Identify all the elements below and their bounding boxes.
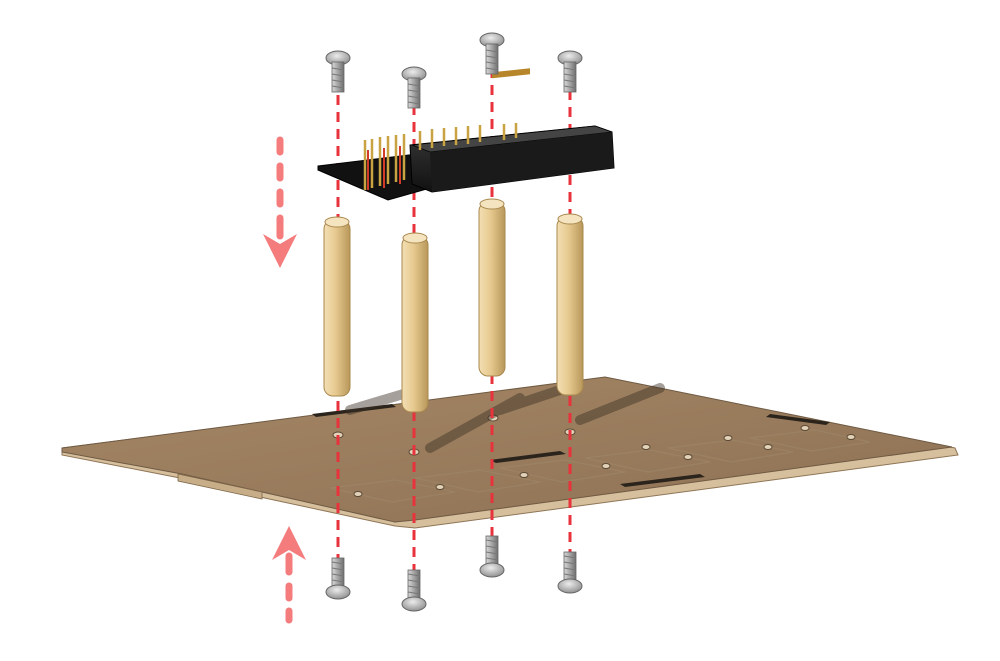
screw-icon [401, 66, 427, 109]
screw-icon [325, 557, 351, 600]
screw-icon [479, 535, 505, 578]
down-arrow-icon [263, 136, 297, 268]
brass-standoff-icon [323, 216, 351, 397]
screw-icon [401, 569, 427, 612]
screw-icon [557, 551, 583, 594]
brass-standoff-icon [556, 213, 584, 396]
up-arrow-icon [272, 526, 306, 624]
screw-icon [325, 50, 351, 93]
top-screws [325, 32, 583, 109]
screw-icon [557, 50, 583, 93]
standoff-group [323, 198, 584, 413]
screw-icon [479, 32, 505, 75]
bottom-screws [325, 535, 583, 612]
header-board-icon [317, 68, 615, 201]
brass-standoff-icon [401, 232, 429, 413]
base-plate-icon [61, 376, 959, 529]
brass-standoff-icon [478, 198, 506, 377]
